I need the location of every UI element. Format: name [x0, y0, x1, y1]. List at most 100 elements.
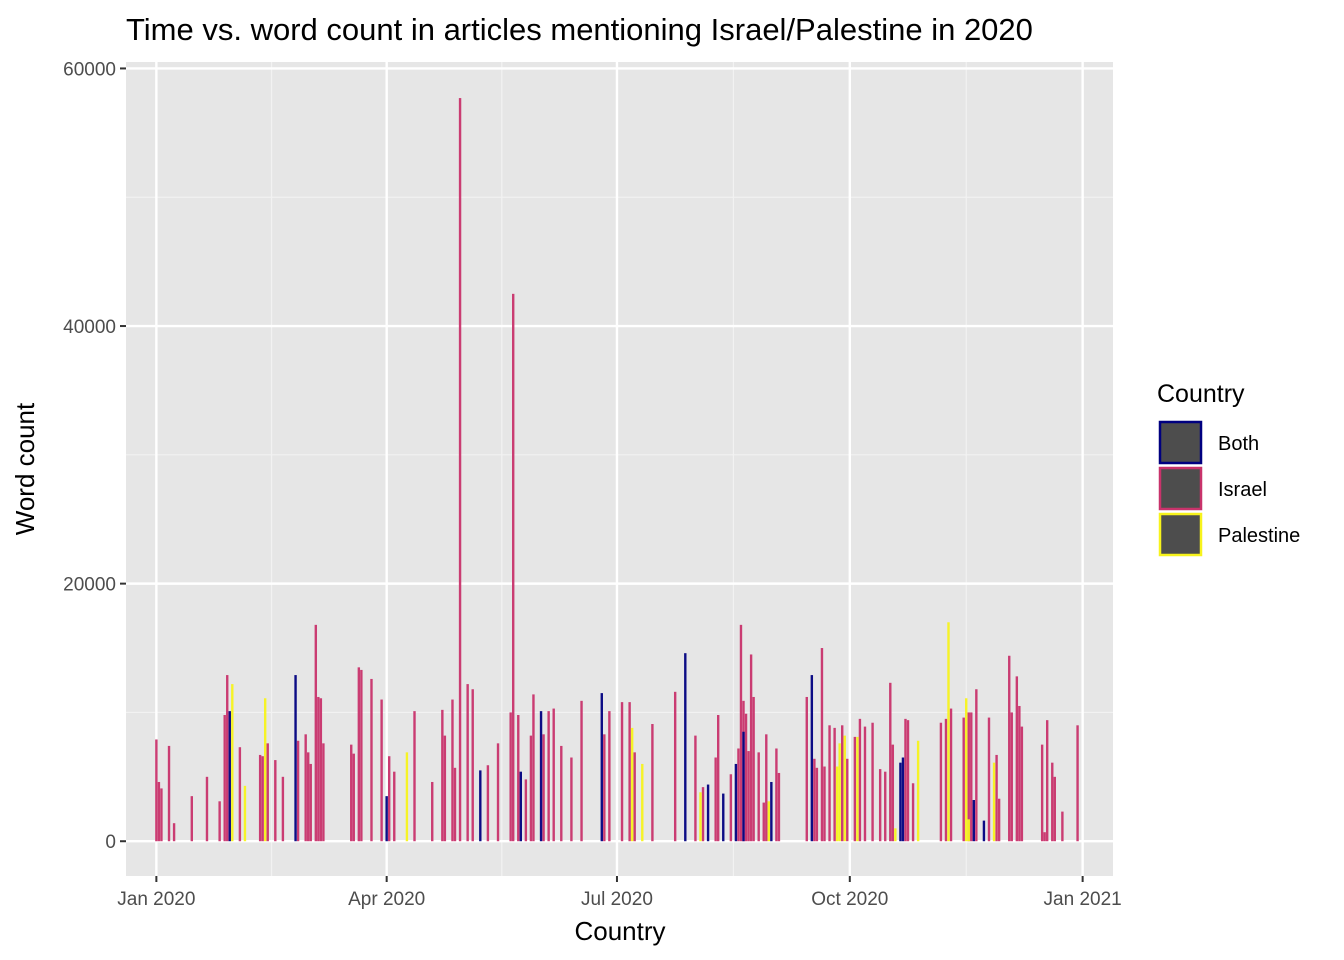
- bar-israel: [714, 757, 717, 842]
- bar-israel: [975, 689, 978, 842]
- bar-israel: [1010, 712, 1013, 842]
- bar-israel: [307, 752, 310, 842]
- bar-israel: [853, 736, 857, 842]
- bar-israel: [846, 758, 849, 842]
- bar-israel: [1046, 720, 1049, 842]
- bar-israel: [496, 743, 500, 842]
- bar-israel: [1018, 705, 1021, 842]
- y-tick-label: 0: [105, 832, 116, 853]
- bar-palestine: [231, 684, 234, 842]
- legend-label-israel: Israel: [1218, 479, 1267, 501]
- bar-israel: [466, 684, 469, 842]
- bar-israel: [739, 624, 743, 842]
- bar-israel: [962, 717, 965, 842]
- bar-israel: [352, 753, 355, 842]
- chart-title: Time vs. word count in articles mentioni…: [126, 12, 1033, 47]
- bar-israel: [261, 756, 264, 842]
- bar-both: [982, 820, 986, 842]
- y-tick-label: 20000: [63, 575, 116, 596]
- y-axis-title: Word count: [10, 402, 40, 535]
- bar-israel: [628, 702, 631, 842]
- bar-israel: [155, 739, 158, 842]
- bar-israel: [226, 675, 229, 842]
- bar-palestine: [965, 698, 968, 842]
- bar-israel: [889, 682, 892, 842]
- bar-israel: [218, 801, 221, 842]
- bar-israel: [620, 702, 624, 842]
- bar-palestine: [916, 740, 920, 842]
- bar-palestine: [947, 622, 950, 842]
- bar-israel: [570, 757, 573, 842]
- bar-israel: [486, 765, 490, 842]
- bar-both: [479, 770, 482, 842]
- bar-israel: [509, 712, 512, 842]
- bar-israel: [512, 293, 515, 842]
- bar-israel: [317, 696, 320, 842]
- bar-palestine: [992, 762, 996, 842]
- bar-israel: [258, 754, 262, 842]
- bar-palestine: [630, 727, 634, 842]
- bar-israel: [729, 774, 733, 842]
- bar-israel: [357, 667, 361, 842]
- bar-israel: [1043, 832, 1046, 842]
- bar-israel: [296, 740, 300, 842]
- bar-israel: [266, 743, 269, 842]
- bar-israel: [878, 769, 882, 842]
- bar-palestine: [894, 828, 897, 842]
- grid-minor: [126, 62, 1113, 876]
- y-tick-label: 40000: [63, 317, 116, 338]
- bar-israel: [167, 745, 171, 842]
- bar-israel: [157, 781, 161, 842]
- bar-israel: [529, 735, 533, 842]
- bar-both: [684, 653, 687, 842]
- bar-israel: [1076, 725, 1079, 842]
- bar-israel: [451, 699, 454, 842]
- bar-israel: [701, 787, 705, 842]
- bar-palestine: [967, 819, 970, 842]
- bar-palestine: [767, 801, 771, 842]
- x-axis-title: Country: [574, 916, 665, 946]
- bar-israel: [223, 715, 226, 842]
- bar-both: [901, 757, 905, 842]
- bar-israel: [762, 802, 765, 842]
- grid-major: [126, 62, 1113, 876]
- bar-israel: [160, 788, 163, 842]
- bar-israel: [997, 798, 1001, 842]
- x-tick-label: Apr 2020: [348, 889, 425, 910]
- bar-israel: [532, 694, 535, 842]
- legend: Country Both Israel Palestine: [1157, 380, 1300, 557]
- bar-both: [385, 796, 388, 842]
- bar-israel: [413, 711, 416, 842]
- bar-israel: [694, 735, 697, 842]
- bar-israel: [1053, 776, 1056, 842]
- bar-israel: [281, 776, 285, 842]
- bar-both: [228, 711, 231, 842]
- bar-israel: [911, 783, 915, 842]
- bar-israel: [380, 699, 383, 842]
- bar-both: [742, 731, 745, 842]
- bar-palestine: [699, 792, 702, 842]
- bar-israel: [906, 720, 910, 842]
- bar-israel: [608, 711, 611, 842]
- bar-israel: [1061, 811, 1064, 842]
- bar-israel: [949, 708, 953, 842]
- bar-both: [539, 711, 543, 842]
- bar-israel: [431, 781, 434, 842]
- bar-israel: [939, 722, 943, 842]
- bar-israel: [752, 696, 755, 842]
- bar-palestine: [263, 698, 267, 842]
- bar-israel: [884, 771, 887, 842]
- bar-both: [810, 675, 814, 842]
- bar-palestine: [243, 785, 247, 842]
- x-axis: Jan 2020 Apr 2020 Jul 2020 Oct 2020 Jan 2021: [117, 876, 1122, 910]
- bar-israel: [1051, 762, 1054, 842]
- bar-israel: [749, 654, 753, 842]
- bar-israel: [314, 624, 318, 842]
- bar-israel: [871, 722, 874, 842]
- bar-israel: [552, 708, 555, 842]
- bar-israel: [633, 752, 636, 842]
- bar-israel: [1040, 744, 1044, 842]
- bar-israel: [757, 752, 760, 842]
- bar-israel: [904, 718, 907, 842]
